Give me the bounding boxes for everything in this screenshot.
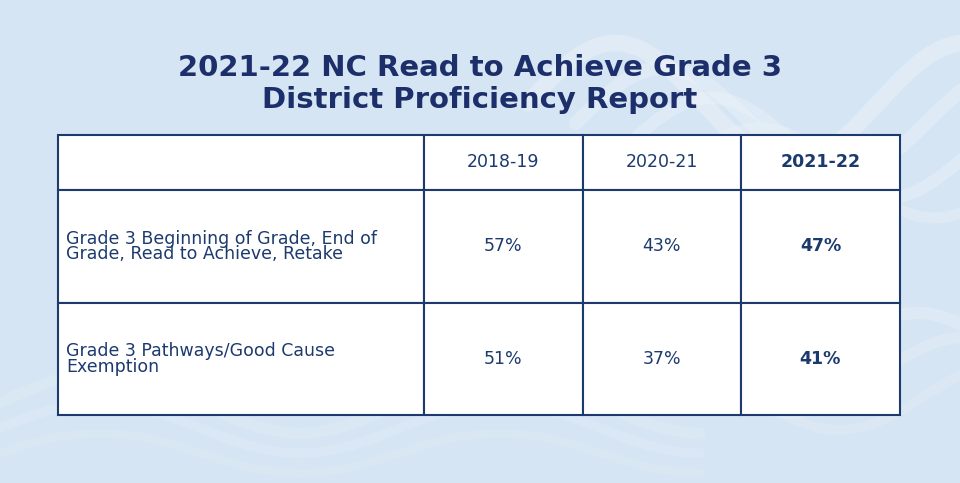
Text: 47%: 47% [800,237,841,256]
Text: 41%: 41% [800,350,841,368]
Bar [424,303,583,415]
Bar [583,303,741,415]
Bar [583,135,741,190]
Text: 57%: 57% [484,237,523,256]
Text: 51%: 51% [484,350,523,368]
Bar [741,190,900,303]
Bar [741,135,900,190]
Bar [424,190,583,303]
Text: 2021-22 NC Read to Achieve Grade 3: 2021-22 NC Read to Achieve Grade 3 [178,54,782,82]
Text: 2018-19: 2018-19 [468,153,540,171]
Text: 37%: 37% [642,350,681,368]
Bar [741,303,900,415]
Bar [583,190,741,303]
Text: Grade, Read to Achieve, Retake: Grade, Read to Achieve, Retake [66,245,343,263]
Text: Exemption: Exemption [66,358,159,376]
Bar [58,190,424,303]
Text: District Proficiency Report: District Proficiency Report [262,86,698,114]
Text: 43%: 43% [642,237,681,256]
Bar [58,135,424,190]
Text: Grade 3 Beginning of Grade, End of: Grade 3 Beginning of Grade, End of [66,229,377,248]
Bar [58,303,424,415]
Text: Grade 3 Pathways/Good Cause: Grade 3 Pathways/Good Cause [66,342,335,360]
Bar [424,135,583,190]
Text: 2021-22: 2021-22 [780,153,860,171]
Text: 2020-21: 2020-21 [626,153,698,171]
